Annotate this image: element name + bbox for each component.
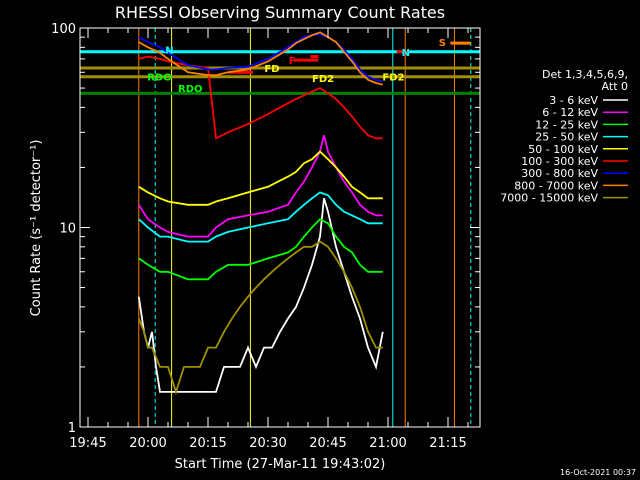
x-tick-label-1: 20:00 — [129, 436, 166, 451]
series-line-3 — [138, 191, 383, 243]
legend: Det 1,3,4,5,6,9, Att 0 — [542, 68, 628, 93]
legend-label-4: 50 - 100 keV — [528, 143, 598, 156]
flag-label-0: N — [165, 46, 173, 57]
legend-label-5: 100 - 300 keV — [521, 155, 598, 168]
series-line-4 — [138, 150, 383, 206]
series-line-8 — [137, 240, 383, 395]
flag-label-4: FD2 — [312, 74, 334, 85]
flag-label-3: FD — [264, 64, 279, 75]
flag-label-5: F — [289, 56, 296, 67]
legend-header-1: Det 1,3,4,5,6,9, — [542, 68, 628, 81]
y-axis-label: Count Rate (s⁻¹ detector⁻¹) — [29, 140, 44, 317]
series-line-2 — [138, 218, 383, 281]
x-tick-label-0: 19:45 — [69, 436, 106, 451]
legend-label-2: 12 - 25 keV — [535, 118, 598, 131]
flag-label-6: FD2 — [382, 73, 404, 84]
legend-label-1: 6 - 12 keV — [542, 106, 598, 119]
y-tick-label-1: 10 — [59, 222, 76, 237]
flag-label-7: N — [402, 48, 410, 59]
x-tick-label-3: 20:30 — [249, 436, 286, 451]
series-line-1 — [138, 135, 383, 238]
legend-header-2: Att 0 — [602, 80, 628, 93]
x-tick-label-4: 20:45 — [309, 436, 346, 451]
legend-label-3: 25 - 50 keV — [535, 131, 598, 144]
legend-label-8: 7000 - 15000 keV — [500, 192, 598, 205]
x-tick-label-5: 21:00 — [369, 436, 406, 451]
legend-label-0: 3 - 6 keV — [549, 94, 598, 107]
x-tick-label-2: 20:15 — [189, 436, 226, 451]
series-line-0 — [137, 198, 384, 393]
chart-title: RHESSI Observing Summary Count Rates — [115, 3, 445, 22]
timestamp: 16-Oct-2021 00:37 — [560, 468, 636, 477]
x-axis-label: Start Time (27-Mar-11 19:43:02) — [175, 457, 386, 472]
y-tick-label-2: 100 — [51, 22, 76, 37]
series-line-7 — [138, 31, 384, 86]
flag-label-8: S — [439, 38, 446, 49]
series-line-5 — [138, 55, 383, 140]
legend-label-6: 300 - 800 keV — [521, 167, 598, 180]
x-tick-label-6: 21:15 — [429, 436, 466, 451]
y-tick-label-0: 1 — [68, 421, 76, 436]
flag-label-1: RDO — [147, 73, 172, 84]
legend-label-7: 800 - 7000 keV — [514, 179, 598, 192]
flag-label-2: RDO — [178, 84, 203, 95]
